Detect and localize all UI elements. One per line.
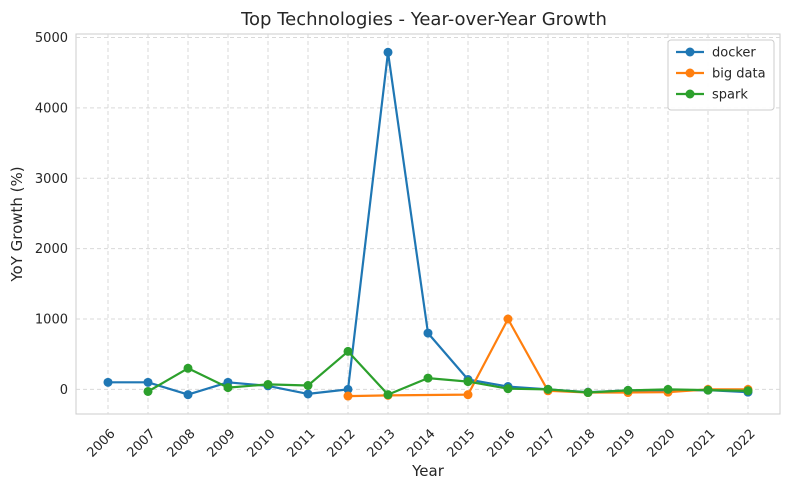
data-point [103,377,113,387]
x-tick-label: 2012 [325,427,359,461]
data-point [383,47,393,57]
data-point [463,377,473,387]
data-point [703,385,713,395]
data-point [143,377,153,387]
x-tick-label: 2008 [165,427,199,461]
legend-box [667,39,775,111]
x-tick-label: 2017 [525,427,559,461]
legend-marker [685,89,695,99]
series-line [147,350,749,396]
x-tick-label: 2010 [245,427,279,461]
legend: docker big data spark [667,39,775,111]
x-tick-label: 2006 [85,427,119,461]
legend-label: docker [712,46,756,61]
data-point [343,384,353,394]
data-point [543,384,553,394]
legend-label: spark [712,88,748,103]
data-point [303,381,313,390]
x-tick-label: 2016 [485,427,519,461]
y-tick-label: 2000 [35,242,68,257]
data-point [183,390,193,400]
data-point [223,383,233,393]
data-point [623,385,633,395]
y-tick-label: 4000 [35,101,68,116]
x-tick-label: 2019 [605,427,639,461]
data-point [263,379,273,389]
data-point [343,391,353,401]
data-point [423,373,433,383]
data-point [423,328,433,338]
data-point [503,384,513,394]
data-point [743,386,753,396]
x-tick-label: 2021 [685,427,719,461]
x-tick-label: 2015 [445,427,479,461]
x-tick-label: 2022 [725,427,759,461]
y-tick-label: 1000 [35,313,68,328]
x-tick-label: 2018 [565,427,599,461]
legend-label: big data [712,67,766,82]
x-axis-label: Year [411,462,445,480]
y-axis-label: YoY Growth (%) [8,166,26,282]
x-tick-label: 2011 [285,427,319,461]
data-point [463,390,473,400]
data-point [383,390,393,400]
x-tick-label: 2007 [125,427,159,461]
y-tick-label: 3000 [35,172,68,187]
series-spark [143,346,753,400]
x-tick-label: 2014 [405,427,439,461]
data-point [343,346,353,356]
x-tick-label: 2009 [205,427,239,461]
data-point [583,388,593,398]
legend-marker [685,47,695,57]
data-point [663,384,673,394]
data-point [143,386,153,396]
x-tick-label: 2013 [365,427,399,461]
y-tick-label: 0 [60,383,68,398]
data-point [303,389,313,399]
y-tick-label: 5000 [35,31,68,46]
data-point [183,363,193,373]
data-point [503,314,513,324]
legend-marker [685,68,695,78]
chart-title: Top Technologies - Year-over-Year Growth [240,9,607,30]
x-tick-label: 2020 [645,427,679,461]
